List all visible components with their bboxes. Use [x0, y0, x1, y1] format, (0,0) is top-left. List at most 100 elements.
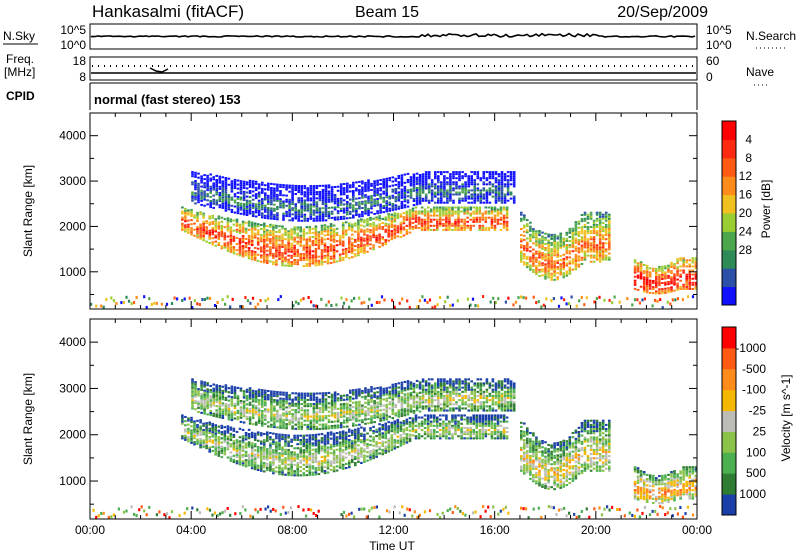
echo-cell — [278, 458, 281, 461]
echo-cell — [241, 447, 245, 450]
echo-cell — [529, 256, 532, 259]
echo-cell — [297, 215, 300, 218]
echo-cell — [648, 285, 652, 288]
echo-cell — [598, 250, 602, 253]
echo-cell — [670, 266, 673, 268]
echo-cell — [658, 290, 661, 293]
echo-cell — [256, 452, 260, 455]
echo-cell — [417, 435, 421, 438]
ground-scatter-cell — [451, 303, 454, 307]
echo-cell — [484, 216, 488, 219]
echo-cell — [209, 185, 212, 188]
ground-scatter-cell — [327, 300, 330, 304]
echo-cell — [420, 424, 424, 427]
echo-cell — [396, 225, 400, 228]
echo-cell — [254, 193, 258, 196]
echo-cell — [346, 209, 349, 212]
echo-cell — [251, 184, 255, 187]
echo-cell — [291, 213, 294, 216]
ground-scatter-cell — [143, 295, 146, 299]
echo-cell — [221, 176, 225, 179]
echo-cell — [370, 199, 373, 202]
echo-cell — [448, 206, 451, 209]
echo-cell — [421, 187, 425, 190]
echo-cell — [488, 177, 492, 180]
echo-cell — [327, 206, 331, 209]
echo-cell — [354, 245, 357, 247]
echo-cell — [305, 242, 309, 245]
echo-cell — [595, 244, 599, 247]
echo-cell — [364, 210, 367, 213]
colorbar-swatch — [722, 176, 736, 196]
echo-cell — [592, 221, 596, 224]
echo-cell — [454, 433, 457, 436]
echo-cell — [449, 177, 452, 180]
echo-cell — [299, 242, 302, 245]
echo-cell — [535, 273, 538, 276]
echo-cell — [314, 233, 318, 236]
echo-cell — [278, 249, 281, 252]
echo-cell — [445, 429, 448, 432]
echo-cell — [291, 192, 294, 195]
echo-cell — [608, 234, 611, 237]
echo-cell — [574, 227, 578, 230]
echo-cell — [200, 177, 203, 180]
echo-cell — [208, 217, 211, 220]
echo-cell — [248, 183, 252, 186]
echo-cell — [209, 200, 212, 202]
echo-cell — [267, 215, 270, 218]
echo-cell — [586, 242, 590, 245]
echo-cell — [568, 244, 572, 247]
echo-cell — [250, 461, 254, 464]
echo-cell — [553, 252, 556, 255]
nsky-frame — [89, 23, 698, 50]
echo-cell — [682, 287, 685, 290]
echo-cell — [658, 280, 661, 283]
echo-cell — [496, 424, 500, 427]
echo-cell — [363, 450, 366, 453]
echo-cell — [235, 249, 239, 252]
echo-cell — [379, 205, 382, 208]
echo-cell — [387, 213, 390, 216]
echo-cell — [598, 254, 602, 257]
echo-cell — [327, 184, 331, 187]
echo-cell — [302, 234, 306, 237]
echo-cell — [408, 215, 412, 218]
echo-cell — [378, 433, 381, 436]
echo-cell — [429, 220, 433, 223]
echo-cell — [223, 440, 227, 443]
echo-cell — [490, 435, 494, 438]
echo-cell — [296, 447, 299, 450]
echo-cell — [381, 242, 384, 245]
echo-cell — [532, 248, 535, 251]
echo-cell — [241, 237, 245, 239]
echo-cell — [583, 236, 587, 239]
echo-cell — [490, 422, 494, 425]
echo-cell — [481, 435, 485, 438]
echo-cell — [595, 254, 599, 257]
echo-cell — [351, 429, 354, 432]
echo-cell — [357, 243, 360, 246]
echo-cell — [354, 462, 357, 465]
echo-cell — [418, 184, 422, 187]
echo-cell — [424, 173, 428, 176]
echo-cell — [682, 259, 685, 262]
ground-scatter-cell — [160, 302, 163, 306]
echo-cell — [244, 432, 248, 435]
echo-cell — [583, 219, 587, 222]
ground-scatter-cell — [110, 296, 113, 300]
echo-cell — [372, 232, 375, 234]
echo-cell — [303, 193, 307, 196]
echo-cell — [574, 262, 578, 265]
echo-cell — [512, 179, 516, 182]
freq-dip — [149, 67, 169, 73]
echo-cell — [464, 191, 467, 194]
echo-cell — [309, 197, 313, 200]
echo-cell — [396, 418, 400, 421]
echo-cell — [341, 430, 345, 433]
echo-cell — [238, 436, 242, 439]
echo-cell — [664, 287, 667, 290]
echo-cell — [673, 265, 676, 268]
echo-cell — [239, 212, 243, 215]
echo-cell — [375, 238, 378, 241]
